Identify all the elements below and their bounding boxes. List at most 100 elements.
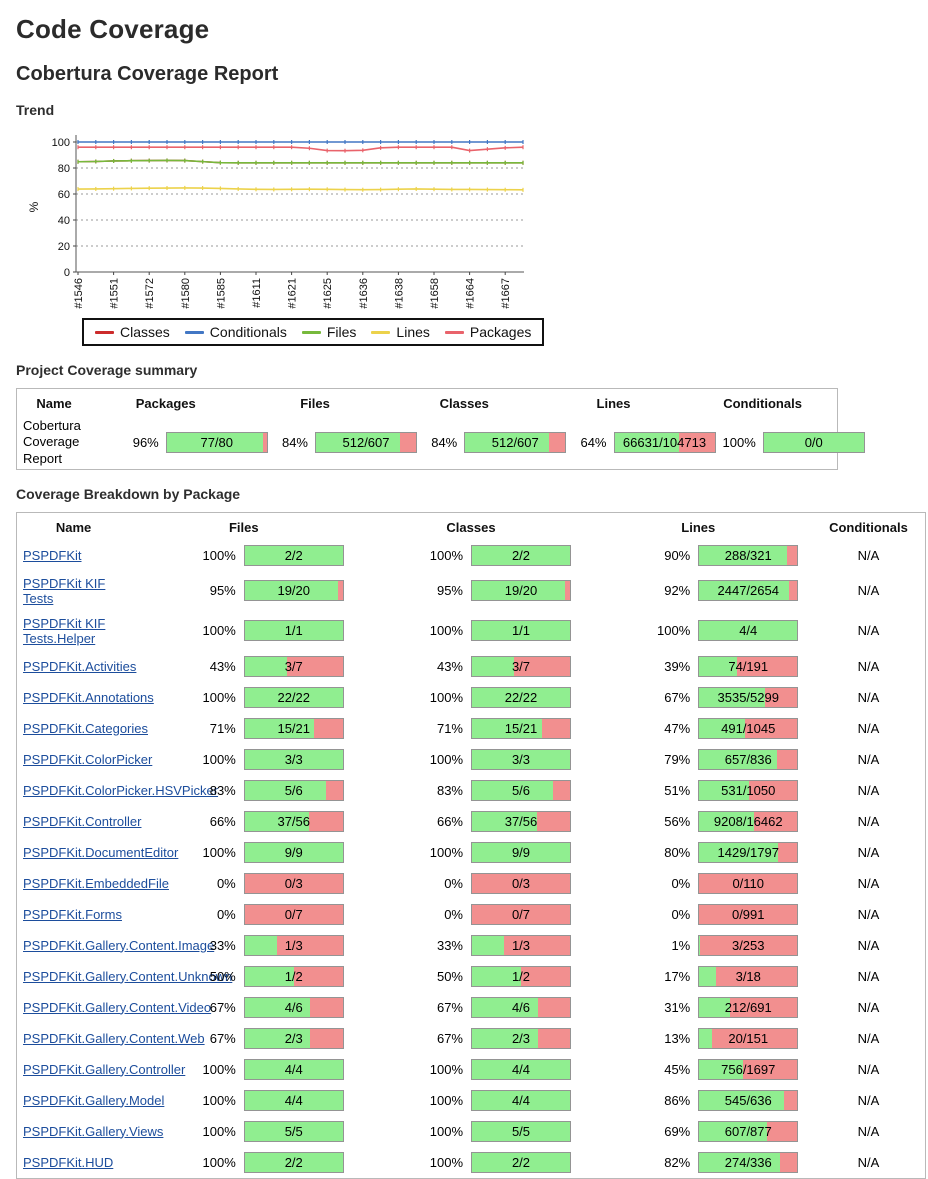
conditionals-value: N/A	[857, 658, 880, 674]
classes-coverage-bar: 512/607	[464, 431, 567, 453]
package-link[interactable]: PSPDFKit	[23, 547, 82, 563]
files-coverage-bar: 0/3	[243, 872, 344, 894]
breakdown-section-title: Coverage Breakdown by Package	[16, 485, 241, 502]
bar-fill	[472, 1090, 570, 1110]
bar-ratio-label: 19/20	[504, 583, 538, 599]
breakdown-header-files: Files	[228, 519, 259, 535]
bar-ratio-label: 756/1697	[721, 1061, 776, 1077]
y-tick-label: 20	[58, 241, 70, 253]
x-tick-label: #1638	[393, 278, 405, 309]
package-link[interactable]: PSPDFKit KIF Tests	[23, 575, 106, 606]
conditionals-line-swatch	[184, 330, 204, 334]
bar-fill	[472, 1059, 570, 1079]
files-percent: 67%	[209, 1030, 236, 1046]
bar-ratio-label: 2/2	[284, 547, 303, 563]
bar-ratio-label: 0/7	[284, 906, 303, 922]
package-link[interactable]: PSPDFKit.Gallery.Content.Image	[23, 937, 215, 953]
bar-ratio-label: 1/2	[284, 968, 303, 984]
bar-ratio-label: 3/7	[511, 658, 531, 674]
conditionals-value: N/A	[857, 623, 880, 639]
bar-ratio-label: 37/56	[504, 813, 538, 829]
lines-coverage-bar: 9208/16462	[698, 810, 799, 832]
breakdown-header-name: Name	[55, 519, 92, 535]
files-percent: 0%	[216, 875, 236, 891]
classes-coverage-bar: 2/2	[471, 1151, 571, 1173]
classes-percent: 67%	[436, 999, 463, 1015]
table-row: PSPDFKit.Forms 0% 0/7 0% 0/7 0% 0/991 N/A	[17, 899, 926, 930]
bar-fill	[699, 966, 716, 986]
lines-coverage-bar: 74/191	[698, 655, 799, 677]
package-link[interactable]: PSPDFKit.Controller	[23, 813, 142, 829]
classes-coverage-bar: 9/9	[471, 841, 571, 863]
package-link[interactable]: PSPDFKit.ColorPicker.HSVPicker	[23, 782, 219, 798]
classes-percent: 50%	[436, 968, 463, 984]
package-link[interactable]: PSPDFKit.DocumentEditor	[23, 844, 179, 860]
package-link[interactable]: PSPDFKit.Gallery.Content.Web	[23, 1030, 205, 1046]
bar-ratio-label: 2/3	[284, 1030, 303, 1046]
bar-fill	[699, 718, 746, 738]
bar-ratio-label: 5/6	[511, 782, 531, 798]
table-row: PSPDFKit.EmbeddedFile 0% 0/3 0% 0/3 0% 0/110 N/…	[17, 868, 926, 899]
classes-coverage-bar: 15/21	[471, 717, 571, 739]
package-link[interactable]: PSPDFKit.Categories	[23, 720, 148, 736]
package-link[interactable]: PSPDFKit.EmbeddedFile	[23, 875, 169, 891]
lines-percent: 47%	[664, 720, 691, 736]
bar-ratio-label: 1/2	[511, 968, 531, 984]
files-percent: 50%	[209, 968, 236, 984]
classes-coverage-bar: 1/2	[471, 965, 571, 987]
package-link[interactable]: PSPDFKit.Gallery.Content.Video	[23, 999, 212, 1015]
files-coverage-bar: 22/22	[243, 686, 344, 708]
bar-ratio-label: 531/1050	[721, 782, 776, 798]
bar-fill	[244, 1059, 343, 1079]
bar-fill	[472, 1028, 538, 1048]
package-link[interactable]: PSPDFKit.Gallery.Controller	[23, 1061, 186, 1077]
files-coverage-bar: 37/56	[243, 810, 344, 832]
lines-percent: 67%	[664, 689, 691, 705]
bar-fill	[763, 432, 864, 452]
conditionals-value: N/A	[857, 813, 880, 829]
conditionals-value: N/A	[857, 1030, 880, 1046]
lines-coverage-bar: 3/253	[698, 934, 799, 956]
x-tick-label: #1636	[358, 278, 370, 309]
bar-fill	[472, 842, 570, 862]
bar-fill	[244, 581, 338, 601]
conditionals-value: N/A	[857, 1061, 880, 1077]
lines-coverage-bar: 756/1697	[698, 1058, 799, 1080]
bar-fill	[244, 966, 294, 986]
classes-percent: 0%	[444, 906, 463, 922]
x-tick-label: #1667	[500, 278, 512, 309]
classes-percent: 100%	[429, 1092, 463, 1108]
package-link[interactable]: PSPDFKit.Gallery.Content.Unknown	[23, 968, 233, 984]
package-link[interactable]: PSPDFKit.Forms	[23, 906, 122, 922]
breakdown-header-classes: Classes	[446, 519, 496, 535]
classes-percent: 100%	[429, 689, 463, 705]
classes-coverage-bar: 5/6	[471, 779, 571, 801]
series-line-files	[77, 159, 523, 164]
lines-coverage-bar: 0/110	[698, 872, 799, 894]
package-link[interactable]: PSPDFKit.Gallery.Views	[23, 1123, 164, 1139]
bar-ratio-label: 5/6	[284, 782, 303, 798]
classes-percent: 67%	[436, 1030, 463, 1046]
classes-percent: 43%	[436, 658, 463, 674]
package-link[interactable]: PSPDFKit.Annotations	[23, 689, 154, 705]
package-link[interactable]: PSPDFKit KIF Tests.Helper	[23, 615, 106, 646]
package-link[interactable]: PSPDFKit.HUD	[23, 1154, 114, 1170]
classes-percent: 100%	[429, 1123, 463, 1139]
files-coverage-bar: 2/2	[243, 544, 344, 566]
classes-percent: 100%	[429, 547, 463, 563]
bar-ratio-label: 4/4	[284, 1092, 303, 1108]
bar-ratio-label: 74/191	[728, 658, 769, 674]
files-percent: 43%	[209, 658, 236, 674]
classes-percent: 100%	[429, 1154, 463, 1170]
bar-ratio-label: 545/636	[724, 1092, 772, 1108]
lines-percent: 0%	[671, 875, 691, 891]
package-link[interactable]: PSPDFKit.Activities	[23, 658, 137, 674]
files-coverage-bar: 2/2	[243, 1151, 344, 1173]
legend-label: Lines	[396, 324, 430, 340]
summary-header-lines: Lines	[596, 396, 631, 411]
lines-coverage-bar: 531/1050	[698, 779, 799, 801]
package-link[interactable]: PSPDFKit.Gallery.Model	[23, 1092, 165, 1108]
bar-fill	[699, 749, 777, 769]
package-link[interactable]: PSPDFKit.ColorPicker	[23, 751, 153, 767]
table-row: PSPDFKit.HUD 100% 2/2 100% 2/2 82% 274/336 N/A	[17, 1147, 926, 1179]
